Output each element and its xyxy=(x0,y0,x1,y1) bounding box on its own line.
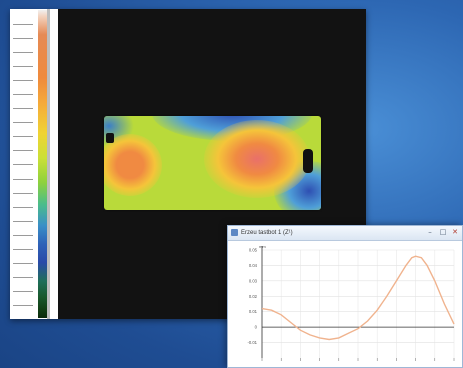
color-scale-tick-labels xyxy=(13,17,39,313)
color-scale-tick xyxy=(13,102,39,116)
color-scale-tick xyxy=(13,158,39,172)
color-scale-tick xyxy=(13,116,39,130)
minimize-button[interactable]: – xyxy=(428,228,432,236)
y-tick-label: 0.04 xyxy=(249,263,258,268)
color-scale-tick xyxy=(13,285,39,299)
color-scale-tick xyxy=(13,257,39,271)
color-scale-tick xyxy=(13,59,39,73)
color-scale-tick xyxy=(13,172,39,186)
color-scale-bar xyxy=(38,10,47,318)
color-scale-panel xyxy=(10,9,58,319)
close-button[interactable]: ✕ xyxy=(452,228,458,236)
color-scale-tick xyxy=(13,31,39,45)
color-scale-tick xyxy=(13,299,39,313)
heatmap-hot-zone-left xyxy=(104,134,162,196)
part-deviation-heatmap[interactable] xyxy=(104,116,321,210)
color-scale-divider xyxy=(47,9,50,319)
profile-series-line xyxy=(261,255,455,341)
color-scale-tick xyxy=(13,228,39,242)
y-tick-label: 0.03 xyxy=(249,278,258,283)
profile-line-chart: mm 0.05 0.04 0.03 0.02 0.01 0 -0.01 xyxy=(247,244,455,361)
y-tick-label: 0.05 xyxy=(249,248,258,253)
y-tick-label: -0.01 xyxy=(247,340,257,345)
color-scale-tick xyxy=(13,271,39,285)
y-axis-unit-label: mm xyxy=(259,244,266,249)
color-scale-tick xyxy=(13,130,39,144)
section-profile-window[interactable]: Erzeu tastbot 1 (Z¹) – □ ✕ mm 0.05 0.04 0.… xyxy=(227,225,463,368)
plot-window-title: Erzeu tastbot 1 (Z¹) xyxy=(241,230,293,236)
y-tick-label: 0.02 xyxy=(249,294,258,299)
y-tick-label: 0 xyxy=(255,325,258,330)
color-scale-tick xyxy=(13,144,39,158)
plot-window-titlebar[interactable]: Erzeu tastbot 1 (Z¹) – □ ✕ xyxy=(228,226,462,241)
y-tick-label: 0.01 xyxy=(249,309,258,314)
color-scale-tick xyxy=(13,87,39,101)
color-scale-tick xyxy=(13,186,39,200)
mounting-slot-right xyxy=(303,149,313,173)
maximize-button[interactable]: □ xyxy=(439,228,447,236)
color-scale-tick xyxy=(13,73,39,87)
color-scale-tick xyxy=(13,243,39,257)
color-scale-tick xyxy=(13,214,39,228)
app-icon xyxy=(231,229,238,236)
color-scale-tick xyxy=(13,45,39,59)
mounting-hole-left xyxy=(106,133,114,143)
color-scale-tick xyxy=(13,17,39,31)
heatmap-hot-zone-right xyxy=(204,120,310,198)
color-scale-tick xyxy=(13,200,39,214)
